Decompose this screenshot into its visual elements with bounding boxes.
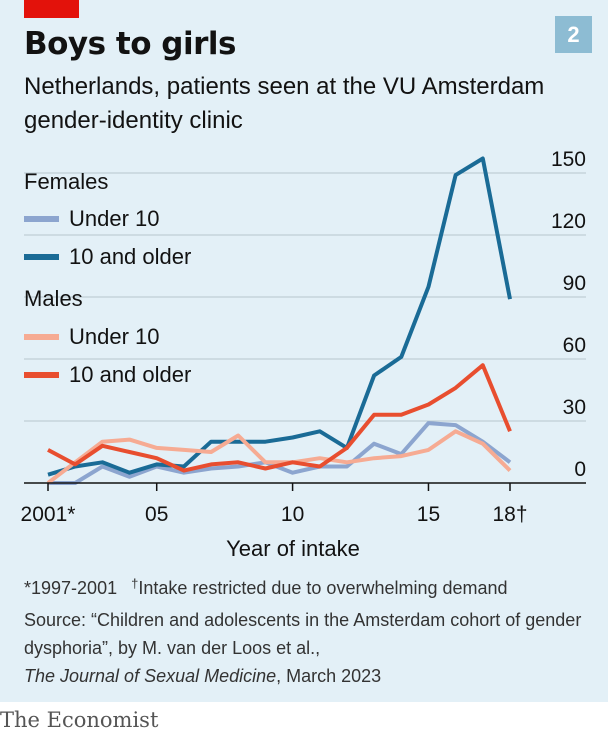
y-tick-label-120: 120	[551, 210, 586, 233]
legend-swatch-male-10plus	[24, 372, 59, 378]
x-tick-label-2015: 15	[417, 503, 440, 526]
brand-red-tag	[24, 0, 79, 18]
source-note: Source: “Children and adolescents in the…	[24, 606, 594, 690]
legend-item-male-under10: Under 10	[24, 324, 160, 350]
footnote-dagger-mark: †	[131, 576, 139, 591]
legend-item-male-10plus: 10 and older	[24, 362, 191, 388]
y-tick-label-150: 150	[551, 150, 586, 171]
series-line-3	[46, 429, 512, 485]
chart-number-badge: 2	[555, 16, 592, 53]
x-tick-label-2018: 18†	[492, 503, 527, 526]
source-journal: The Journal of Sexual Medicine	[24, 666, 277, 686]
footnote-dagger-text: Intake restricted due to overwhelming de…	[138, 578, 508, 598]
footnote-asterisk: *1997-2001	[24, 578, 118, 598]
series-line-4	[47, 363, 512, 473]
x-tick-label-2005: 05	[145, 503, 168, 526]
y-tick-label-90: 90	[563, 272, 586, 295]
line-chart: 0 30 60 90 120 150 2001* 05 10 15 18†	[21, 150, 586, 526]
chart-title: Boys to girls	[24, 26, 236, 62]
chart-subtitle: Netherlands, patients seen at the VU Ams…	[24, 73, 545, 134]
footnote: *1997-2001 †Intake restricted due to over…	[24, 576, 508, 599]
legend-label-female-10plus: 10 and older	[69, 244, 192, 269]
y-tick-label-30: 30	[563, 396, 586, 419]
legend-item-female-under10: Under 10	[24, 206, 160, 232]
source-suffix: , March 2023	[276, 666, 382, 686]
series-line-1	[48, 421, 512, 485]
series-line-2	[47, 156, 512, 477]
legend-swatch-male-under10	[24, 334, 59, 340]
legend-swatch-female-under10	[24, 216, 59, 222]
economist-logo: The Economist	[0, 708, 159, 732]
legend-swatch-female-10plus	[24, 254, 59, 260]
x-axis-title: Year of intake	[226, 536, 360, 561]
legend-label-female-under10: Under 10	[69, 206, 160, 231]
x-tick-label-2001: 2001*	[21, 503, 76, 526]
legend-item-female-10plus: 10 and older	[24, 244, 191, 270]
legend-label-male-under10: Under 10	[69, 324, 160, 349]
y-tick-label-60: 60	[563, 334, 586, 357]
y-tick-label-0: 0	[574, 458, 586, 481]
chart-panel	[0, 0, 608, 702]
source-prefix: Source: “Children and adolescents in the…	[24, 610, 582, 658]
legend-females-title: Females	[24, 169, 109, 194]
legend-males-title: Males	[24, 286, 83, 311]
x-tick-label-2010: 10	[281, 503, 304, 526]
legend-label-male-10plus: 10 and older	[69, 362, 192, 387]
